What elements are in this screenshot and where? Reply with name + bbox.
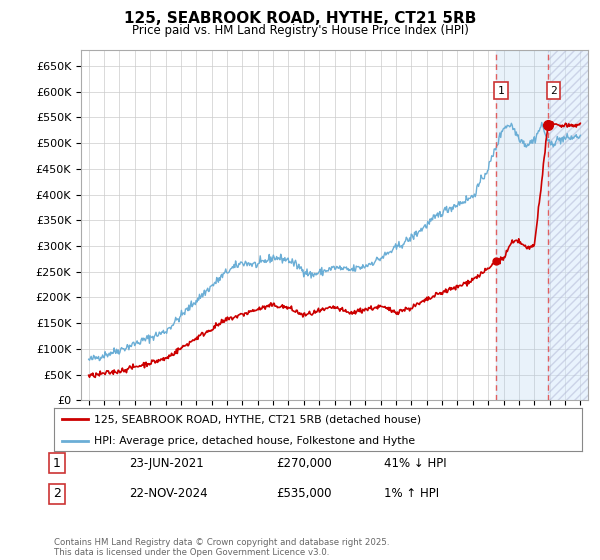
Text: 23-JUN-2021: 23-JUN-2021 — [129, 456, 204, 470]
Text: 125, SEABROOK ROAD, HYTHE, CT21 5RB (detached house): 125, SEABROOK ROAD, HYTHE, CT21 5RB (det… — [94, 414, 421, 424]
Text: 2: 2 — [550, 86, 557, 96]
Bar — [548, 50, 588, 400]
Text: 41% ↓ HPI: 41% ↓ HPI — [384, 456, 446, 470]
Text: 1: 1 — [498, 86, 505, 96]
Text: 1: 1 — [53, 456, 61, 470]
Text: 125, SEABROOK ROAD, HYTHE, CT21 5RB: 125, SEABROOK ROAD, HYTHE, CT21 5RB — [124, 11, 476, 26]
Text: 1% ↑ HPI: 1% ↑ HPI — [384, 487, 439, 501]
Bar — [496, 50, 548, 400]
Text: Price paid vs. HM Land Registry's House Price Index (HPI): Price paid vs. HM Land Registry's House … — [131, 24, 469, 36]
Text: Contains HM Land Registry data © Crown copyright and database right 2025.
This d: Contains HM Land Registry data © Crown c… — [54, 538, 389, 557]
Text: 2: 2 — [53, 487, 61, 501]
Text: £535,000: £535,000 — [276, 487, 331, 501]
Bar — [548, 50, 588, 400]
Text: 22-NOV-2024: 22-NOV-2024 — [129, 487, 208, 501]
Text: £270,000: £270,000 — [276, 456, 332, 470]
Text: HPI: Average price, detached house, Folkestone and Hythe: HPI: Average price, detached house, Folk… — [94, 436, 415, 446]
